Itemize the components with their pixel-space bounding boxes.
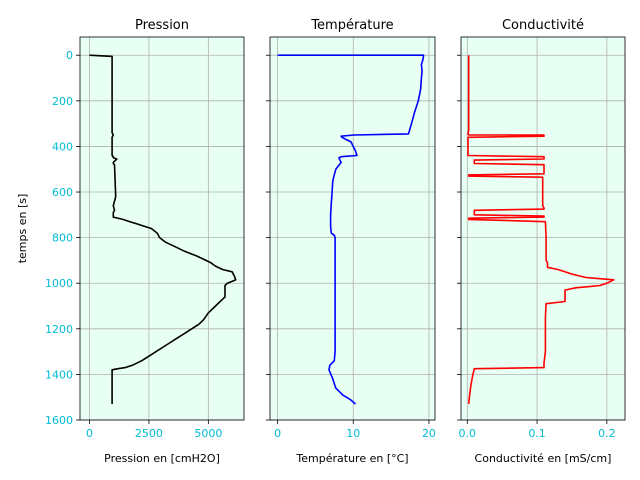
plot-area-conductivite bbox=[461, 37, 625, 420]
y-tick-label-7: 1400 bbox=[45, 368, 73, 381]
x-tick-label-temperature-0: 0 bbox=[274, 427, 281, 440]
y-tick-label-3: 600 bbox=[52, 186, 73, 199]
plot-area-pression bbox=[80, 37, 244, 420]
chart-title-pression: Pression bbox=[135, 18, 189, 33]
x-tick-label-conductivite-0: 0.0 bbox=[459, 427, 477, 440]
x-tick-label-pression-0: 0 bbox=[86, 427, 93, 440]
y-tick-label-2: 400 bbox=[52, 140, 73, 153]
panel-temperature: 0 10 20 Température Température en [°C] bbox=[266, 18, 436, 465]
panel-conductivite: 0.0 0.1 0.2 Conductivité Conductivité en [mS… bbox=[457, 18, 626, 465]
x-tick-label-conductivite-2: 0.2 bbox=[598, 427, 616, 440]
x-axis-label-temperature: Température en [°C] bbox=[295, 452, 408, 465]
chart-title-temperature: Température bbox=[310, 18, 393, 33]
x-tick-label-pression-2: 5000 bbox=[194, 427, 222, 440]
axes-frame-pression bbox=[79, 36, 245, 421]
y-tick-label-8: 1600 bbox=[45, 414, 73, 427]
x-axis-label-conductivite: Conductivité en [mS/cm] bbox=[475, 452, 612, 465]
y-tick-label-1: 200 bbox=[52, 95, 73, 108]
x-tick-label-pression-1: 2500 bbox=[135, 427, 163, 440]
y-axis-label: temps en [s] bbox=[16, 194, 29, 264]
series-line-pression bbox=[89, 54, 237, 404]
series-line-temperature bbox=[277, 54, 425, 405]
chart-title-conductivite: Conductivité bbox=[502, 18, 584, 33]
axes-frame-conductivite bbox=[460, 36, 626, 421]
series-line-conductivite bbox=[467, 55, 615, 405]
plot-area-temperature bbox=[270, 37, 435, 420]
x-tick-label-conductivite-1: 0.1 bbox=[528, 427, 546, 440]
x-axis-label-pression: Pression en [cmH2O] bbox=[104, 452, 220, 465]
x-tick-label-temperature-1: 10 bbox=[346, 427, 360, 440]
axes-frame-temperature bbox=[269, 36, 436, 421]
y-tick-label-6: 1200 bbox=[45, 323, 73, 336]
y-tick-label-5: 1000 bbox=[45, 277, 73, 290]
x-tick-label-temperature-2: 20 bbox=[422, 427, 436, 440]
y-tick-label-4: 800 bbox=[52, 232, 73, 245]
y-tick-label-0: 0 bbox=[66, 49, 73, 62]
panel-pression: 0 2500 5000 0 200 400 600 800 1000 1200 1400 1600 Pr… bbox=[16, 18, 245, 465]
